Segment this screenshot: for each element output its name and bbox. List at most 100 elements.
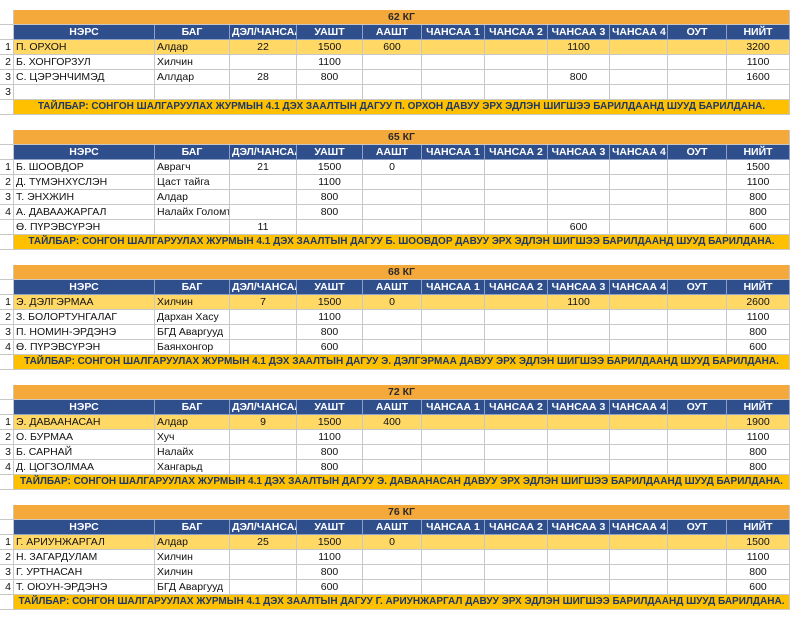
table-cell <box>363 430 422 445</box>
row-number: 2 <box>0 55 14 70</box>
table-cell <box>422 580 485 595</box>
table-cell <box>548 340 610 355</box>
row-number: 4 <box>0 205 14 220</box>
table-cell <box>230 580 297 595</box>
table-cell <box>548 565 610 580</box>
column-header: НЭРС <box>14 280 155 295</box>
row-number <box>0 25 14 40</box>
table-cell <box>230 85 297 100</box>
row-number: 2 <box>0 175 14 190</box>
table-cell <box>230 550 297 565</box>
column-header: ОУТ <box>668 520 727 535</box>
table-cell <box>668 175 727 190</box>
column-header: ЧАНСАА 2 <box>485 520 548 535</box>
table-cell <box>422 430 485 445</box>
table-cell <box>485 295 548 310</box>
table-cell <box>668 205 727 220</box>
table-cell <box>485 190 548 205</box>
table-cell: БГД Аваргууд <box>155 325 230 340</box>
table-cell <box>485 415 548 430</box>
column-header: ЧАНСАА 3 <box>548 400 610 415</box>
table-cell <box>668 85 727 100</box>
column-header: ДЭЛ/ЧАНСАА <box>230 280 297 295</box>
table-cell: Ө. ПҮРЭВСҮРЭН <box>14 220 155 235</box>
weight-title: 76 КГ <box>14 505 790 520</box>
table-cell: Ө. ПҮРЭВСҮРЭН <box>14 340 155 355</box>
table-cell: 600 <box>363 40 422 55</box>
table-cell <box>668 160 727 175</box>
table-cell: 1100 <box>727 550 790 565</box>
table-cell <box>485 460 548 475</box>
column-header: УАШТ <box>297 280 363 295</box>
column-header: ЧАНСАА 2 <box>485 280 548 295</box>
table-cell <box>548 205 610 220</box>
column-header: ЧАНСАА 1 <box>422 145 485 160</box>
table-cell: А. ДАВААЖАРГАЛ <box>14 205 155 220</box>
table-cell <box>610 430 668 445</box>
table-cell <box>230 205 297 220</box>
table-cell <box>668 430 727 445</box>
table-cell: Алдар <box>155 40 230 55</box>
table-cell <box>485 40 548 55</box>
table-cell <box>610 535 668 550</box>
table-cell: Э. ДЭЛГЭРМАА <box>14 295 155 310</box>
table-cell <box>422 310 485 325</box>
row-number <box>0 385 14 400</box>
table-cell: 800 <box>297 190 363 205</box>
table-cell: П. НОМИН-ЭРДЭНЭ <box>14 325 155 340</box>
table-cell: 22 <box>230 40 297 55</box>
table-cell: 1100 <box>548 295 610 310</box>
row-number: 1 <box>0 160 14 175</box>
row-number <box>0 355 14 370</box>
table-cell: Хилчин <box>155 550 230 565</box>
column-header: ЧАНСАА 2 <box>485 400 548 415</box>
column-header: ЧАНСАА 3 <box>548 520 610 535</box>
table-cell <box>485 55 548 70</box>
column-header: ДЭЛ/ЧАНСАА <box>230 520 297 535</box>
table-cell <box>485 85 548 100</box>
row-number: 4 <box>0 460 14 475</box>
table-cell <box>363 310 422 325</box>
table-cell <box>610 70 668 85</box>
column-header: ДЭЛ/ЧАНСАА <box>230 400 297 415</box>
table-cell: Г. АРИУНЖАРГАЛ <box>14 535 155 550</box>
table-cell <box>422 535 485 550</box>
table-cell: 1500 <box>297 535 363 550</box>
column-header: УАШТ <box>297 520 363 535</box>
table-cell: 0 <box>363 295 422 310</box>
table-cell: 1500 <box>297 40 363 55</box>
table-cell <box>422 175 485 190</box>
table-cell <box>363 460 422 475</box>
column-header: ЧАНСАА 4 <box>610 520 668 535</box>
row-number <box>0 520 14 535</box>
table-cell: П. ОРХОН <box>14 40 155 55</box>
table-cell: 2600 <box>727 295 790 310</box>
row-number: 2 <box>0 310 14 325</box>
table-cell <box>422 325 485 340</box>
table-cell <box>422 415 485 430</box>
column-header: БАГ <box>155 145 230 160</box>
table-cell: 0 <box>363 535 422 550</box>
table-cell: 1500 <box>297 160 363 175</box>
table-cell <box>548 460 610 475</box>
table-cell: Т. ЭНХЖИН <box>14 190 155 205</box>
table-cell <box>548 310 610 325</box>
table-cell <box>610 295 668 310</box>
table-cell <box>548 85 610 100</box>
table-cell <box>422 205 485 220</box>
table-cell <box>727 85 790 100</box>
table-cell <box>363 565 422 580</box>
table-cell <box>230 340 297 355</box>
table-cell: 11 <box>230 220 297 235</box>
table-cell <box>485 550 548 565</box>
row-number: 1 <box>0 535 14 550</box>
table-cell <box>548 325 610 340</box>
column-header: БАГ <box>155 25 230 40</box>
row-number: 4 <box>0 580 14 595</box>
table-cell <box>230 55 297 70</box>
column-header: НИЙТ <box>727 145 790 160</box>
column-header: БАГ <box>155 400 230 415</box>
table-cell: Хилчин <box>155 55 230 70</box>
table-cell: Т. ОЮУН-ЭРДЭНЭ <box>14 580 155 595</box>
table-cell: 1100 <box>297 550 363 565</box>
